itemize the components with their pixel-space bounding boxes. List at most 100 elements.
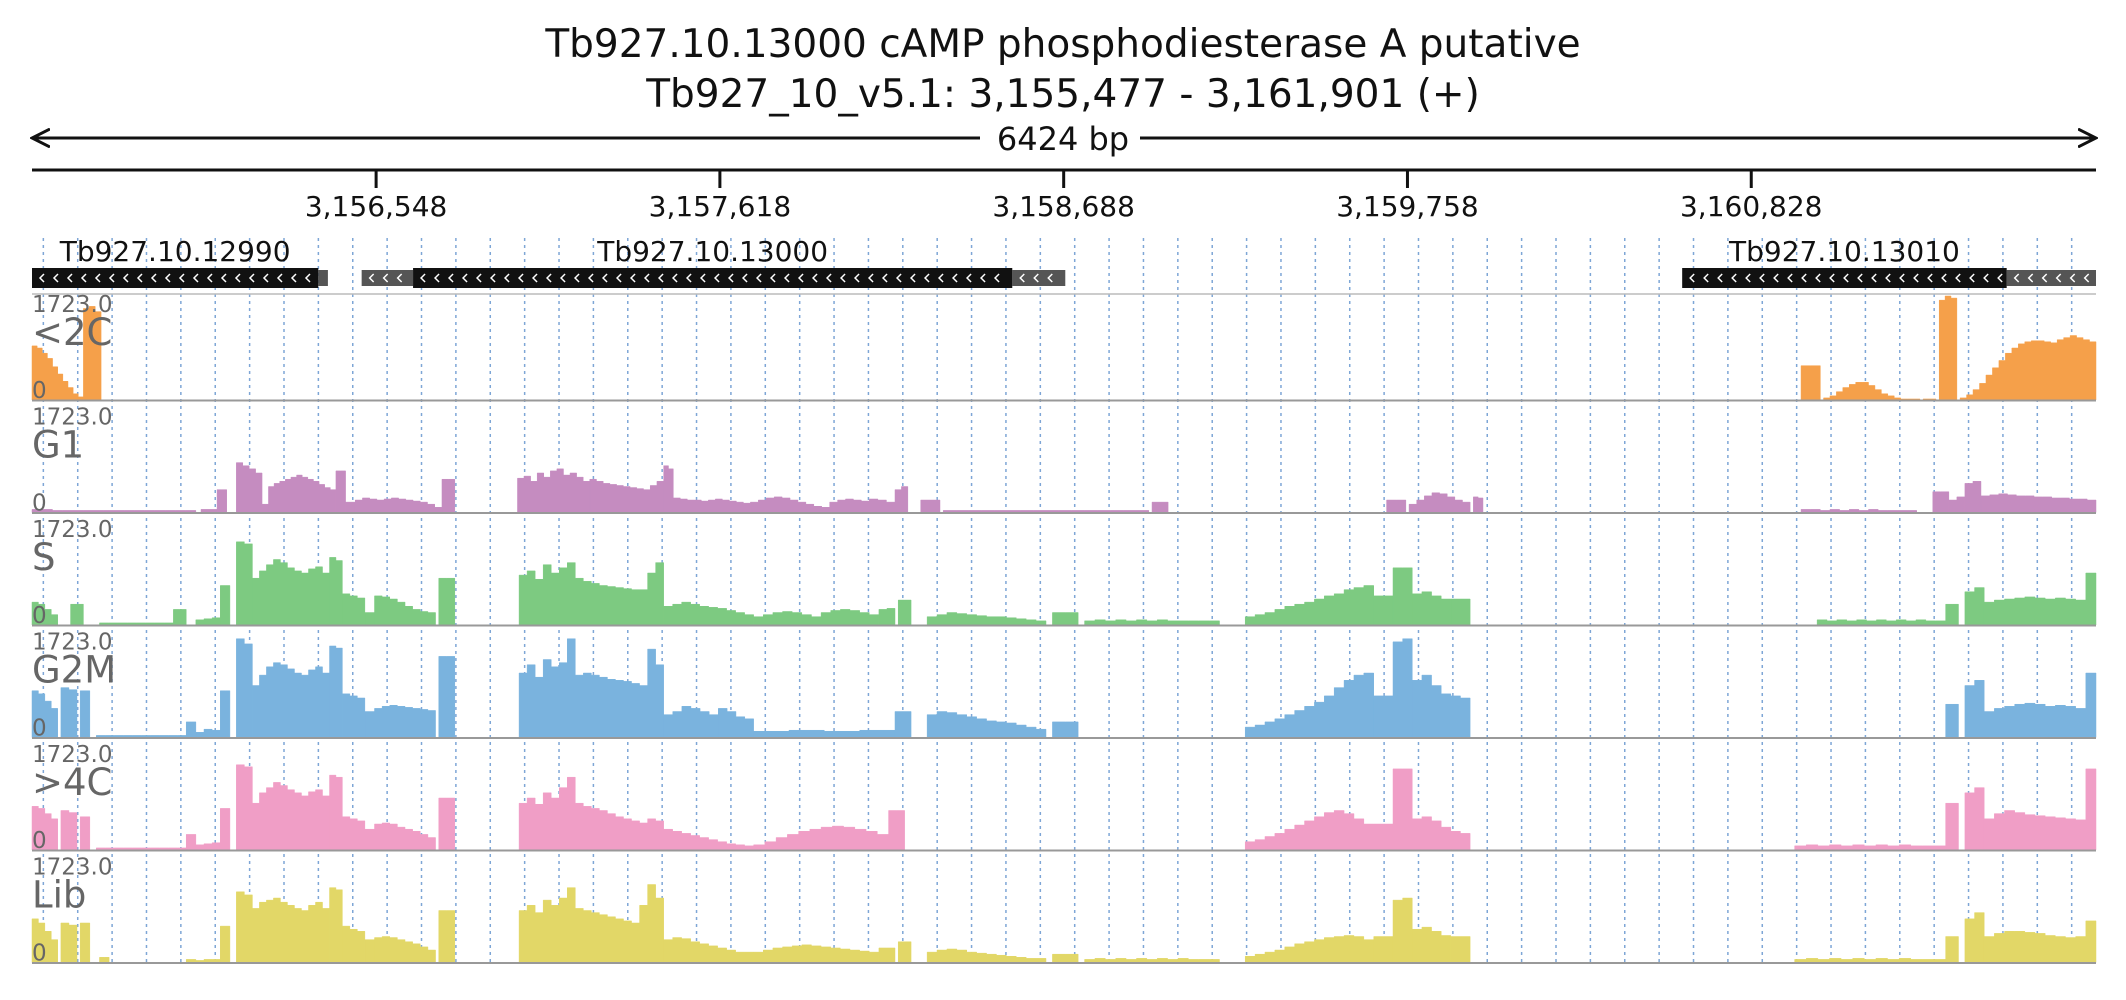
strand-arrow [66,273,73,283]
strand-arrow [52,273,59,283]
strand-arrow [2041,273,2048,283]
coordinate-axis: 3,156,548 3,157,618 3,158,688 3,159,758 3,16… [32,168,2096,223]
strand-arrow [1885,273,1891,283]
strand-arrow [1801,273,1807,283]
coverage-bar [342,593,366,626]
coverage-bar [60,922,78,963]
coverage-bar [750,496,870,513]
strand-arrow [811,273,818,283]
strand-arrow [262,273,269,283]
strand-arrow [993,273,1000,283]
coverage-bar [926,711,1047,738]
coverage-bar [1052,953,1079,963]
coverage-bar [1450,831,1471,851]
axis-tick-label: 3,157,618 [649,190,792,223]
strand-arrow [1899,273,1905,283]
strand-arrow [1787,273,1793,283]
strand-arrow [206,273,213,283]
strand-arrow [615,273,622,283]
coverage-bar [1373,595,1394,626]
track-max-label: 1723.0 [32,517,112,543]
coverage-bar [173,609,187,626]
coverage-bar [1980,493,2097,513]
span-bp-label: 6424 bp [997,120,1129,158]
figure-title: Tb927.10.13000 cAMP phosphodiesterase A … [545,22,1581,67]
strand-arrow [1997,273,2003,283]
coverage-bar [663,706,719,738]
coverage-bar [252,782,330,851]
track-name: >4C [32,761,112,804]
strand-arrow [923,273,930,283]
strand-arrow [2083,273,2090,283]
strand-arrow [248,273,255,283]
coverage-tracks: 1723.0<2C01723.0G101723.0S01723.0G2M0172… [31,292,2097,967]
track-name: <2C [32,311,112,354]
coverage-bar [1794,844,1946,851]
coverage-bar [1244,810,1374,851]
axis-tick-label: 3,159,758 [1336,190,1479,223]
coverage-bar [1945,603,1959,626]
strand-arrow [164,273,171,283]
coverage-bar [342,925,366,963]
strand-arrow [122,273,129,283]
coverage-bar [753,944,880,963]
coverage-bar [888,810,905,851]
coverage-bar [718,708,754,738]
track-max-label: 1723.0 [32,292,112,318]
strand-arrow [1745,273,1751,283]
coverage-bar [31,345,84,401]
gene-utr [318,270,328,286]
gene-utr [361,270,414,286]
strand-arrow [396,273,403,283]
coverage-bar [216,489,227,513]
track-name: G1 [32,424,84,467]
strand-arrow [559,273,566,283]
strand-arrow [685,273,692,283]
track-zero-label: 0 [32,603,47,629]
strand-arrow [545,273,552,283]
strand-arrow [909,273,916,283]
coverage-bar [517,468,591,513]
coverage-bar [1412,816,1452,851]
track-zero-label: 0 [32,716,47,742]
strand-arrow [1941,273,1947,283]
strand-arrow [1927,273,1933,283]
strand-arrow [517,273,524,283]
coverage-bar [753,729,896,738]
coverage-bar [1983,920,2097,963]
coverage-bar [329,557,343,626]
track-name: S [32,536,56,579]
strand-arrow [671,273,678,283]
strand-arrow [108,273,115,283]
strand-arrow [2055,273,2062,283]
coverage-bar [335,470,346,513]
strand-arrow [713,273,720,283]
coverage-bar [220,808,231,851]
strand-arrow [895,273,902,283]
coverage-bar [236,462,263,513]
coverage-bar [1392,638,1413,738]
coverage-bar [236,891,253,963]
coverage-bar [441,478,456,513]
strand-arrow [1871,273,1877,283]
strand-arrow [368,273,375,283]
strand-arrow [447,273,454,283]
coverage-bar [96,735,187,738]
strand-arrow [587,273,594,283]
gene-cds [32,268,319,288]
track-name: Lib [32,874,86,917]
strand-arrow [1759,273,1765,283]
coverage-bar [942,510,1150,513]
gene-label: Tb927.10.13010 [1728,235,1960,268]
coverage-bar [185,721,197,738]
coverage-bar [1450,936,1471,963]
coverage-bar [374,936,436,963]
coverage-bar [1945,936,1959,963]
coverage-bar [329,774,343,851]
coverage-bar [753,609,880,626]
axis-tick-label: 3,158,688 [992,190,1135,223]
strand-arrow [2027,273,2034,283]
strand-arrow [290,273,297,283]
strand-arrow [38,273,45,283]
coverage-bar [663,601,754,626]
